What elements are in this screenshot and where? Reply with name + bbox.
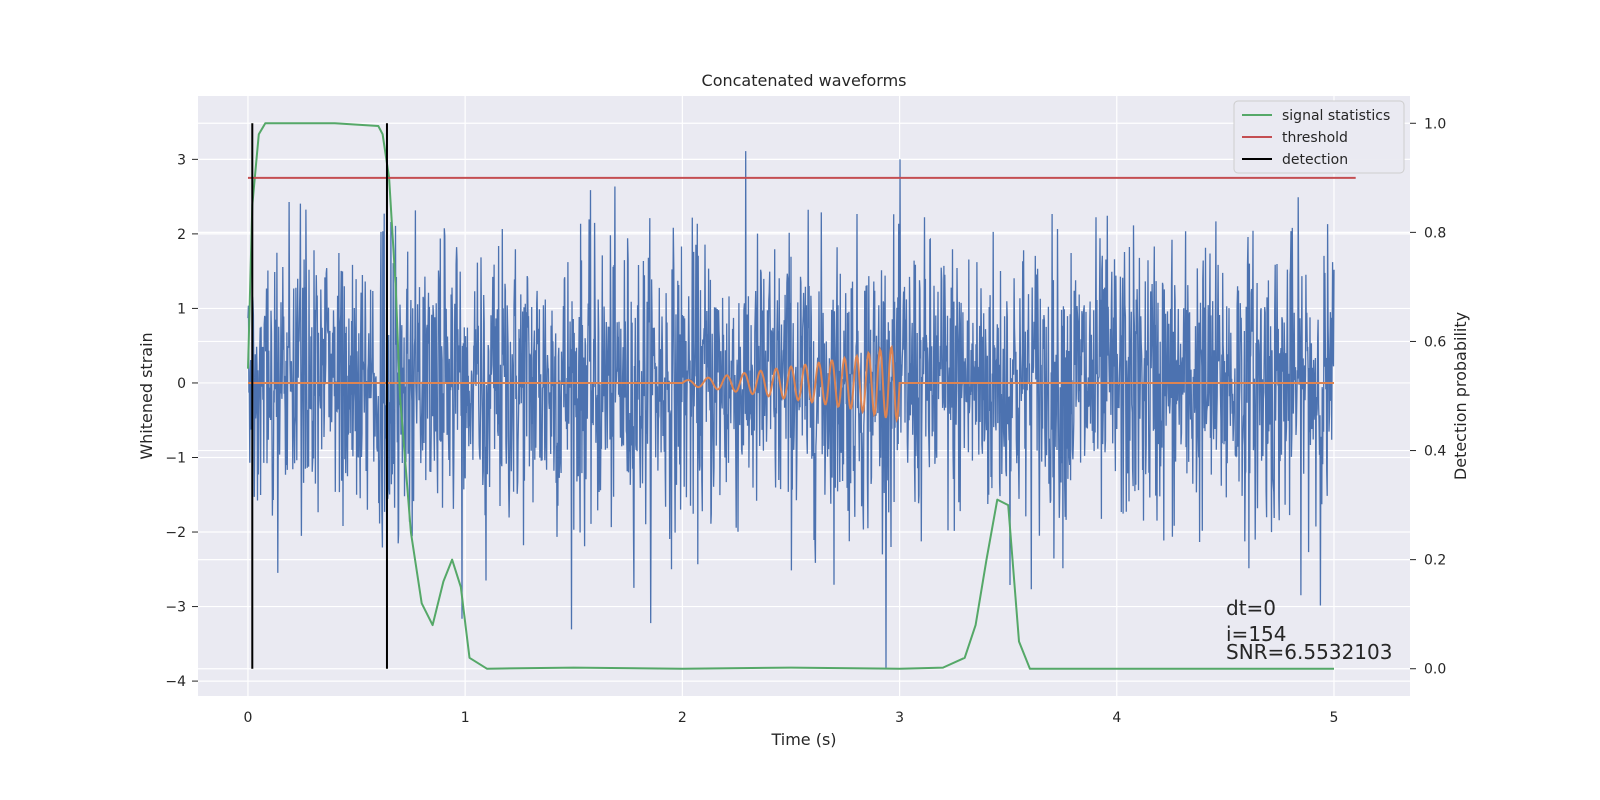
legend: signal statistics threshold detection [1233, 100, 1405, 174]
y-tick-label-right: 0.2 [1424, 553, 1446, 569]
y-tick-label-left: 0 [177, 376, 186, 392]
x-tick-label: 3 [895, 710, 904, 726]
y-tick-label-left: 3 [177, 152, 186, 168]
y-axis-label-left: Whitened strain [137, 332, 156, 459]
legend-box [1233, 100, 1405, 174]
y-tick-label-right: 0.6 [1424, 334, 1446, 350]
series-strain-noise [247, 151, 1335, 668]
x-axis-label: Time (s) [770, 730, 836, 749]
series-signal-statistics [247, 122, 1334, 670]
y-tick-label-left: 1 [177, 301, 186, 317]
series-layer [247, 122, 1356, 670]
x-tick-label: 5 [1330, 710, 1339, 726]
y-tick-label-right: 0.0 [1424, 662, 1446, 678]
y-tick-label-left: −1 [165, 450, 186, 466]
x-tick-label: 1 [461, 710, 470, 726]
y-tick-label-left: −2 [165, 525, 186, 541]
x-axis-ticks: 0 1 2 3 4 5 [243, 710, 1338, 726]
annotation-dt: dt=0 [1226, 596, 1276, 620]
series-injected-waveform [248, 344, 1334, 423]
x-tick-label: 4 [1112, 710, 1121, 726]
y-tick-label-left: −4 [165, 674, 186, 690]
right-axis-ticks: 0.0 0.2 0.4 0.6 0.8 1.0 [1410, 116, 1446, 678]
left-axis-ticks: −4 −3 −2 −1 0 1 2 3 [165, 152, 198, 690]
y-tick-label-left: 2 [177, 227, 186, 243]
annotation-snr: SNR=6.5532103 [1226, 640, 1392, 664]
legend-label: signal statistics [1282, 108, 1390, 124]
y-tick-label-right: 0.4 [1424, 444, 1446, 460]
y-axis-label-right: Detection probability [1451, 312, 1470, 480]
legend-label: detection [1282, 152, 1348, 168]
y-tick-label-left: −3 [165, 600, 186, 616]
legend-label: threshold [1282, 130, 1348, 146]
x-tick-label: 2 [678, 710, 687, 726]
chart-title: Concatenated waveforms [702, 71, 907, 90]
y-tick-label-right: 1.0 [1424, 116, 1446, 132]
x-tick-label: 0 [243, 710, 252, 726]
annotation-index: i=154 [1226, 622, 1287, 646]
y-tick-label-right: 0.8 [1424, 225, 1446, 241]
